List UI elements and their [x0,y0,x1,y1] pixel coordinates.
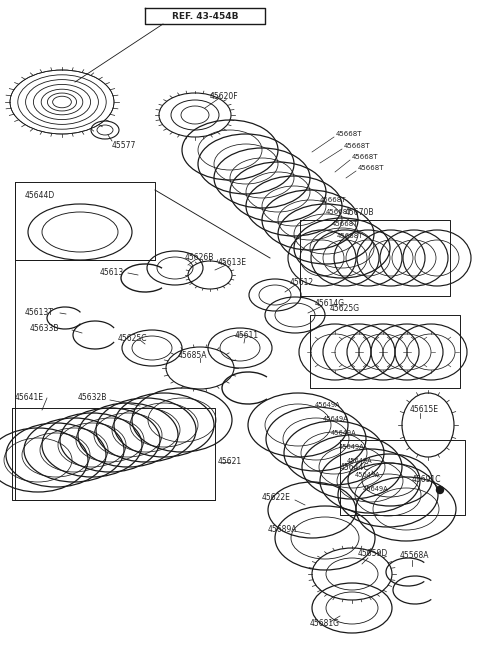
Text: 45668T: 45668T [337,233,363,239]
Text: 45668T: 45668T [332,221,359,227]
Text: 45685A: 45685A [178,350,207,359]
Text: 45668T: 45668T [352,154,379,160]
Text: 45577: 45577 [112,140,136,150]
Text: 45649A: 45649A [347,458,372,464]
Text: 45613: 45613 [100,267,124,277]
Text: 45649A: 45649A [315,402,341,408]
Text: 45644D: 45644D [25,191,55,199]
Text: 45668T: 45668T [320,197,347,203]
Text: 45632B: 45632B [78,393,108,402]
Text: 45613E: 45613E [218,258,247,267]
Text: 45622E: 45622E [262,493,291,502]
Text: 45649A: 45649A [339,444,365,450]
Text: 45681G: 45681G [310,620,340,628]
Text: 45625G: 45625G [330,303,360,312]
Text: 45615E: 45615E [410,406,439,414]
Text: 45659D: 45659D [358,549,388,557]
Text: 45614G: 45614G [315,299,345,308]
Text: 45668T: 45668T [344,143,371,149]
Text: 45633B: 45633B [30,324,60,332]
Text: 45620F: 45620F [210,91,239,101]
Text: REF. 43-454B: REF. 43-454B [172,11,238,21]
Text: 45691C: 45691C [412,475,442,485]
Text: 45649A: 45649A [363,486,389,492]
Text: 45668T: 45668T [358,165,384,171]
Text: 45649A: 45649A [323,416,348,422]
Text: 45668T: 45668T [336,131,362,137]
Text: 45621: 45621 [218,457,242,467]
Text: 45626B: 45626B [185,252,215,261]
Text: 45612: 45612 [290,277,314,287]
Text: 45649A: 45649A [331,430,357,436]
Text: 45613T: 45613T [25,308,54,316]
Text: 45625C: 45625C [118,334,147,342]
Text: 45668T: 45668T [326,209,352,215]
Text: 45568A: 45568A [400,551,430,561]
Text: 45689A: 45689A [268,526,298,534]
Text: 45670B: 45670B [345,207,374,216]
Text: 45611: 45611 [235,330,259,340]
Text: 45641E: 45641E [15,393,44,402]
Text: 45644C: 45644C [340,463,370,473]
Circle shape [436,487,444,493]
Text: 45649A: 45649A [355,472,381,478]
